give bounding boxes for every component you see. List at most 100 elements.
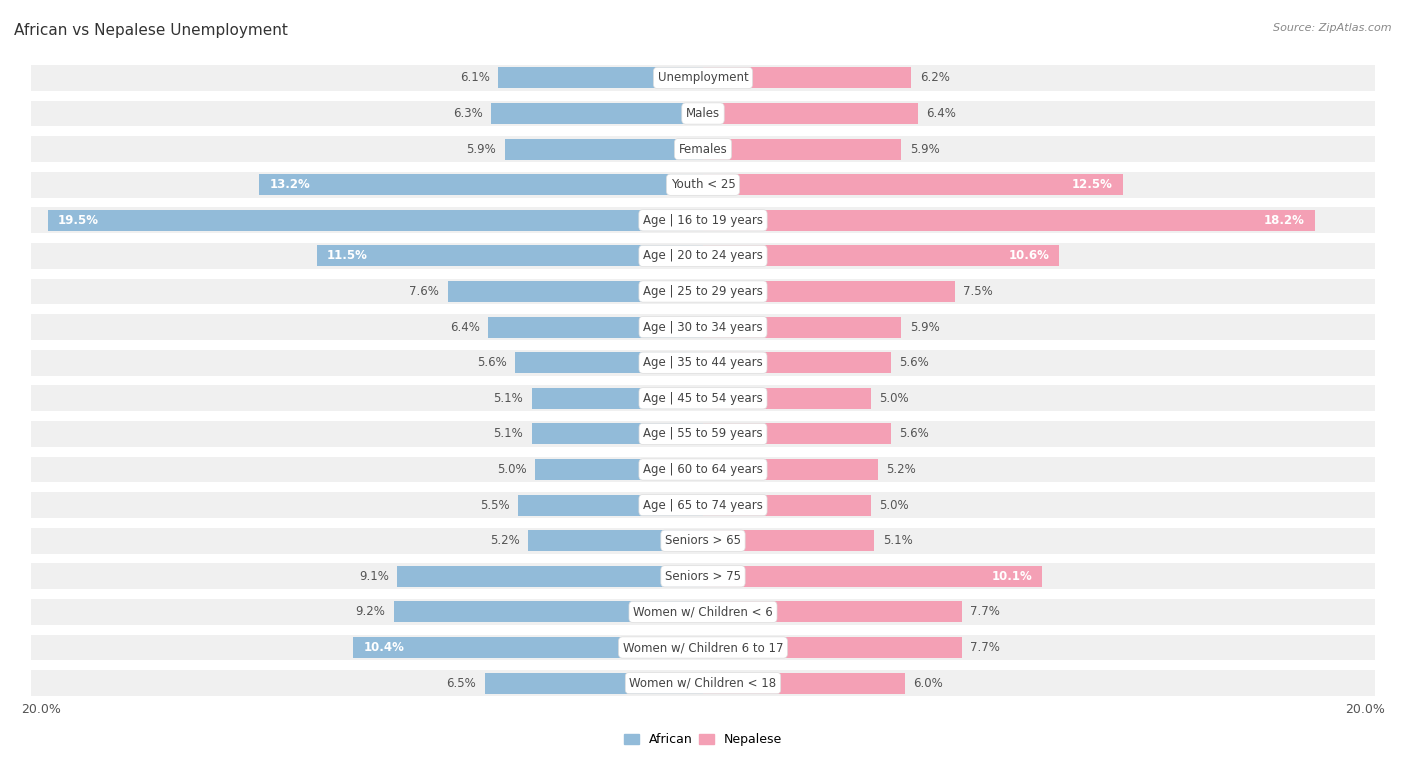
Text: Age | 60 to 64 years: Age | 60 to 64 years xyxy=(643,463,763,476)
Text: 5.2%: 5.2% xyxy=(886,463,915,476)
Text: 5.9%: 5.9% xyxy=(467,142,496,156)
Text: 20.0%: 20.0% xyxy=(21,703,60,716)
Bar xyxy=(31,528,1375,553)
Text: 5.1%: 5.1% xyxy=(494,392,523,405)
Text: Youth < 25: Youth < 25 xyxy=(671,178,735,192)
Text: Seniors > 75: Seniors > 75 xyxy=(665,570,741,583)
Bar xyxy=(31,65,1375,91)
Text: 7.5%: 7.5% xyxy=(963,285,993,298)
Text: 6.5%: 6.5% xyxy=(446,677,477,690)
Bar xyxy=(703,210,1315,231)
Bar xyxy=(703,245,1059,266)
Bar xyxy=(31,136,1375,162)
Bar xyxy=(703,672,904,693)
Text: 10.4%: 10.4% xyxy=(364,641,405,654)
Text: 5.2%: 5.2% xyxy=(491,534,520,547)
Text: 7.6%: 7.6% xyxy=(409,285,439,298)
Text: 5.0%: 5.0% xyxy=(879,392,910,405)
Bar xyxy=(31,670,1375,696)
Text: Women w/ Children 6 to 17: Women w/ Children 6 to 17 xyxy=(623,641,783,654)
Bar xyxy=(31,421,1375,447)
Bar xyxy=(485,672,703,693)
Bar xyxy=(703,423,891,444)
Text: Age | 20 to 24 years: Age | 20 to 24 years xyxy=(643,249,763,263)
Text: 20.0%: 20.0% xyxy=(1346,703,1385,716)
Bar xyxy=(703,565,1042,587)
Bar xyxy=(703,281,955,302)
Bar xyxy=(31,350,1375,375)
Bar xyxy=(531,423,703,444)
Bar xyxy=(703,637,962,658)
Bar xyxy=(703,388,872,409)
Text: 19.5%: 19.5% xyxy=(58,213,98,227)
Text: Age | 35 to 44 years: Age | 35 to 44 years xyxy=(643,357,763,369)
Text: 5.9%: 5.9% xyxy=(910,142,939,156)
Bar xyxy=(703,139,901,160)
Text: 5.0%: 5.0% xyxy=(879,499,910,512)
Text: 11.5%: 11.5% xyxy=(326,249,367,263)
Text: Unemployment: Unemployment xyxy=(658,71,748,85)
Text: 5.0%: 5.0% xyxy=(496,463,527,476)
Bar xyxy=(31,243,1375,269)
Text: 6.3%: 6.3% xyxy=(453,107,482,120)
Bar xyxy=(31,314,1375,340)
Bar xyxy=(505,139,703,160)
Text: 6.4%: 6.4% xyxy=(927,107,956,120)
Bar xyxy=(31,172,1375,198)
Text: 6.2%: 6.2% xyxy=(920,71,949,85)
Bar xyxy=(703,494,872,516)
Text: 10.1%: 10.1% xyxy=(991,570,1032,583)
Bar xyxy=(31,599,1375,625)
Text: 7.7%: 7.7% xyxy=(970,641,1000,654)
Bar xyxy=(534,459,703,480)
Text: 5.1%: 5.1% xyxy=(883,534,912,547)
Bar xyxy=(491,103,703,124)
Text: Seniors > 65: Seniors > 65 xyxy=(665,534,741,547)
Text: Males: Males xyxy=(686,107,720,120)
Text: Women w/ Children < 6: Women w/ Children < 6 xyxy=(633,606,773,618)
Text: Females: Females xyxy=(679,142,727,156)
Text: Age | 16 to 19 years: Age | 16 to 19 years xyxy=(643,213,763,227)
Text: Age | 55 to 59 years: Age | 55 to 59 years xyxy=(643,428,763,441)
Bar xyxy=(488,316,703,338)
Legend: African, Nepalese: African, Nepalese xyxy=(619,728,787,752)
Bar xyxy=(396,565,703,587)
Bar xyxy=(703,530,875,551)
Bar xyxy=(703,316,901,338)
Text: 5.6%: 5.6% xyxy=(900,357,929,369)
Bar xyxy=(394,601,703,622)
Text: 6.0%: 6.0% xyxy=(912,677,943,690)
Bar xyxy=(519,494,703,516)
Bar xyxy=(31,279,1375,304)
Bar xyxy=(31,385,1375,411)
Text: 12.5%: 12.5% xyxy=(1073,178,1114,192)
Bar xyxy=(316,245,703,266)
Text: 5.6%: 5.6% xyxy=(900,428,929,441)
Bar xyxy=(703,67,911,89)
Bar xyxy=(31,207,1375,233)
Bar xyxy=(531,388,703,409)
Bar xyxy=(31,634,1375,660)
Bar xyxy=(31,563,1375,589)
Bar xyxy=(31,492,1375,518)
Bar xyxy=(31,456,1375,482)
Bar xyxy=(353,637,703,658)
Text: 5.5%: 5.5% xyxy=(479,499,510,512)
Text: Age | 45 to 54 years: Age | 45 to 54 years xyxy=(643,392,763,405)
Bar xyxy=(498,67,703,89)
Text: 9.2%: 9.2% xyxy=(356,606,385,618)
Text: 6.1%: 6.1% xyxy=(460,71,489,85)
Text: 9.1%: 9.1% xyxy=(359,570,389,583)
Text: Age | 25 to 29 years: Age | 25 to 29 years xyxy=(643,285,763,298)
Text: 5.1%: 5.1% xyxy=(494,428,523,441)
Bar xyxy=(703,174,1123,195)
Text: African vs Nepalese Unemployment: African vs Nepalese Unemployment xyxy=(14,23,288,38)
Bar xyxy=(515,352,703,373)
Text: 7.7%: 7.7% xyxy=(970,606,1000,618)
Text: Age | 30 to 34 years: Age | 30 to 34 years xyxy=(643,321,763,334)
Bar xyxy=(529,530,703,551)
Bar xyxy=(259,174,703,195)
Text: Women w/ Children < 18: Women w/ Children < 18 xyxy=(630,677,776,690)
Bar xyxy=(31,101,1375,126)
Text: 18.2%: 18.2% xyxy=(1264,213,1305,227)
